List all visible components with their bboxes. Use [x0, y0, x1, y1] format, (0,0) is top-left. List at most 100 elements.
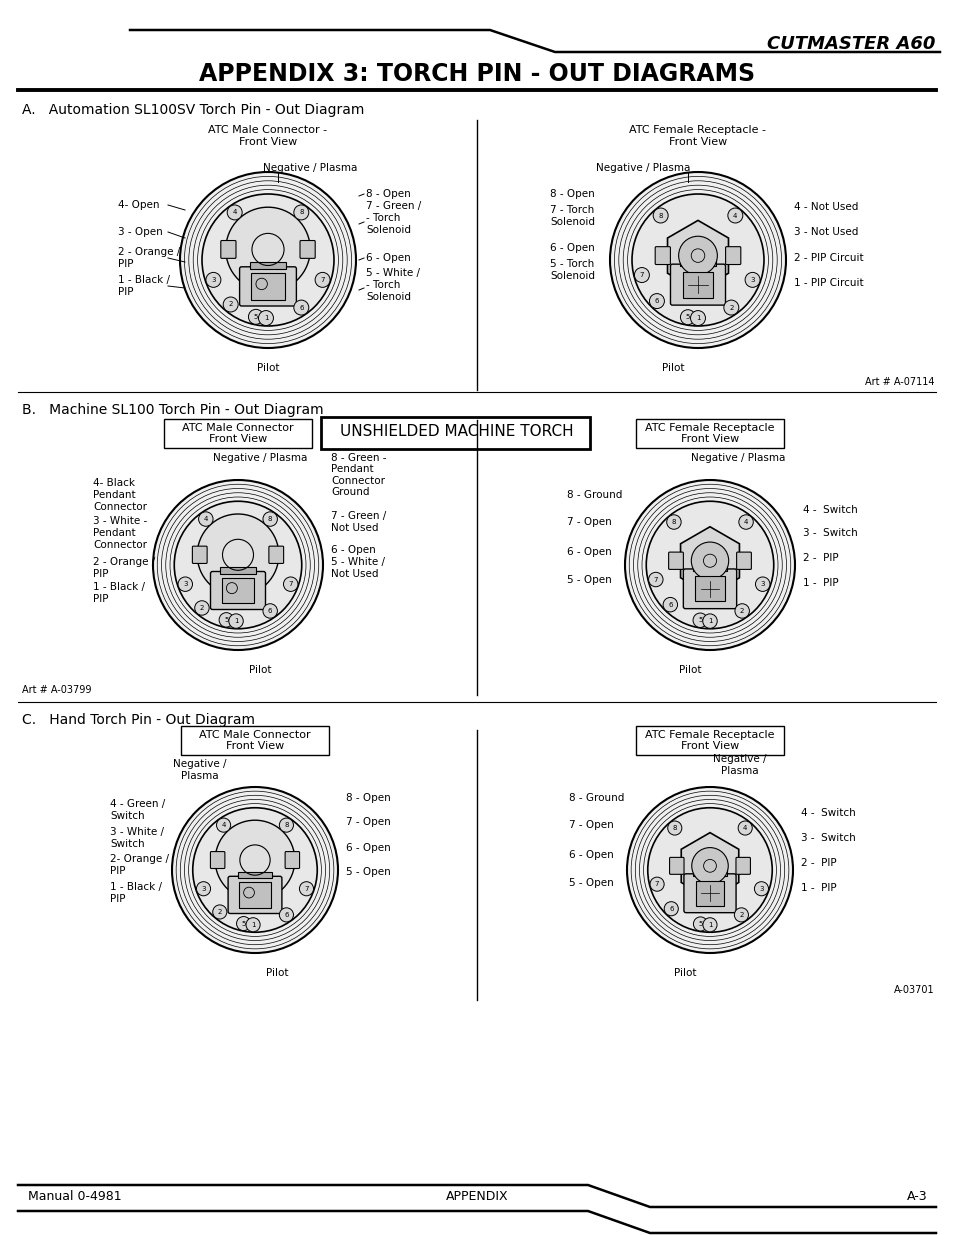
Circle shape [294, 205, 309, 220]
Text: 6 - Open: 6 - Open [566, 547, 611, 557]
Text: Manual 0-4981: Manual 0-4981 [28, 1189, 121, 1203]
Text: 3: 3 [201, 885, 206, 892]
FancyBboxPatch shape [299, 241, 314, 258]
Text: 4- Black
Pendant
Connector: 4- Black Pendant Connector [92, 478, 147, 511]
Text: 7: 7 [320, 277, 324, 283]
Text: 2 -  PIP: 2 - PIP [802, 553, 838, 563]
Text: 5 - Open: 5 - Open [568, 878, 613, 888]
Text: 5: 5 [241, 920, 246, 926]
Text: 3 - Open: 3 - Open [118, 227, 163, 237]
Text: 7: 7 [304, 885, 309, 892]
Text: 2- Orange /
PIP: 2- Orange / PIP [110, 855, 169, 876]
Circle shape [666, 515, 680, 530]
Circle shape [314, 273, 330, 288]
Circle shape [263, 511, 277, 526]
Circle shape [691, 847, 727, 884]
Circle shape [172, 787, 337, 953]
Text: 1: 1 [263, 315, 268, 321]
Text: 6: 6 [668, 905, 673, 911]
Text: 7: 7 [653, 577, 658, 583]
Text: 1 -  PIP: 1 - PIP [801, 883, 836, 893]
Text: Art # A-07114: Art # A-07114 [864, 377, 934, 387]
Circle shape [649, 294, 663, 309]
Text: 5 - White /
- Torch
Solenoid: 5 - White / - Torch Solenoid [366, 268, 419, 301]
Circle shape [226, 207, 310, 291]
Text: 3 -  Switch: 3 - Switch [801, 832, 855, 844]
Text: 7: 7 [639, 272, 643, 278]
Circle shape [609, 172, 785, 348]
Text: 1 -  PIP: 1 - PIP [802, 578, 838, 588]
Text: 2: 2 [740, 608, 743, 614]
Text: Pilot: Pilot [673, 968, 696, 978]
Text: 2 - Orange /
PIP: 2 - Orange / PIP [118, 247, 180, 269]
Text: 3 - Not Used: 3 - Not Used [793, 227, 858, 237]
Circle shape [152, 480, 323, 650]
Text: 4: 4 [203, 516, 208, 522]
Text: 3 -  Switch: 3 - Switch [802, 529, 857, 538]
Text: 2: 2 [199, 605, 204, 611]
Text: APPENDIX: APPENDIX [445, 1189, 508, 1203]
Text: Pilot: Pilot [678, 664, 700, 676]
Polygon shape [667, 220, 728, 290]
Text: 8: 8 [671, 519, 676, 525]
Text: 4 -  Switch: 4 - Switch [802, 505, 857, 515]
Circle shape [755, 577, 769, 592]
Text: 2: 2 [728, 305, 733, 310]
Circle shape [216, 818, 231, 832]
Circle shape [738, 821, 752, 835]
Text: 8 - Open: 8 - Open [550, 189, 594, 199]
FancyBboxPatch shape [725, 247, 740, 264]
Text: 6 - Open: 6 - Open [331, 545, 375, 555]
Text: Front View: Front View [209, 433, 267, 445]
Circle shape [734, 604, 749, 619]
FancyBboxPatch shape [228, 877, 281, 914]
FancyBboxPatch shape [220, 567, 255, 573]
Text: 7 - Green /
- Torch
Solenoid: 7 - Green / - Torch Solenoid [366, 201, 421, 235]
Text: 8 - Open: 8 - Open [366, 189, 411, 199]
Text: 8 - Ground: 8 - Ground [566, 490, 621, 500]
Text: UNSHIELDED MACHINE TORCH: UNSHIELDED MACHINE TORCH [340, 425, 573, 440]
Text: 8 - Open: 8 - Open [346, 793, 391, 803]
Circle shape [279, 818, 294, 832]
Text: ATC Female Receptacle: ATC Female Receptacle [644, 730, 774, 740]
Text: 4: 4 [742, 825, 746, 831]
Text: 6: 6 [667, 601, 672, 608]
Circle shape [653, 207, 667, 224]
Circle shape [193, 808, 317, 932]
Text: 5: 5 [253, 314, 258, 320]
Text: 8 - Green -
Pendant
Connector
Ground: 8 - Green - Pendant Connector Ground [331, 452, 386, 498]
Text: 5: 5 [698, 618, 701, 624]
FancyBboxPatch shape [736, 552, 751, 569]
Text: 8: 8 [298, 210, 303, 215]
Circle shape [663, 902, 678, 916]
Text: 7: 7 [288, 582, 293, 587]
FancyBboxPatch shape [250, 262, 286, 269]
FancyBboxPatch shape [693, 869, 726, 876]
Circle shape [248, 309, 263, 325]
FancyBboxPatch shape [220, 241, 235, 258]
Text: 8: 8 [658, 212, 662, 219]
Circle shape [702, 918, 717, 932]
Text: 2: 2 [228, 301, 233, 308]
Text: Pilot: Pilot [266, 968, 288, 978]
Circle shape [691, 542, 728, 579]
Circle shape [299, 882, 314, 895]
Text: A-3: A-3 [906, 1189, 927, 1203]
Circle shape [236, 916, 251, 931]
Circle shape [215, 820, 294, 900]
Text: Art # A-03799: Art # A-03799 [22, 685, 91, 695]
FancyBboxPatch shape [655, 247, 670, 264]
Polygon shape [679, 527, 739, 595]
Circle shape [754, 882, 768, 895]
Circle shape [294, 300, 309, 315]
Circle shape [647, 808, 771, 932]
Text: 7 - Torch
Solenoid: 7 - Torch Solenoid [550, 205, 595, 227]
Circle shape [206, 273, 221, 288]
Circle shape [180, 172, 355, 348]
Text: 3: 3 [759, 885, 763, 892]
Circle shape [631, 194, 763, 326]
Circle shape [202, 194, 334, 326]
Text: 1 - Black /
PIP: 1 - Black / PIP [118, 275, 170, 296]
Text: 2: 2 [739, 911, 742, 918]
Text: 7 - Open: 7 - Open [566, 517, 611, 527]
